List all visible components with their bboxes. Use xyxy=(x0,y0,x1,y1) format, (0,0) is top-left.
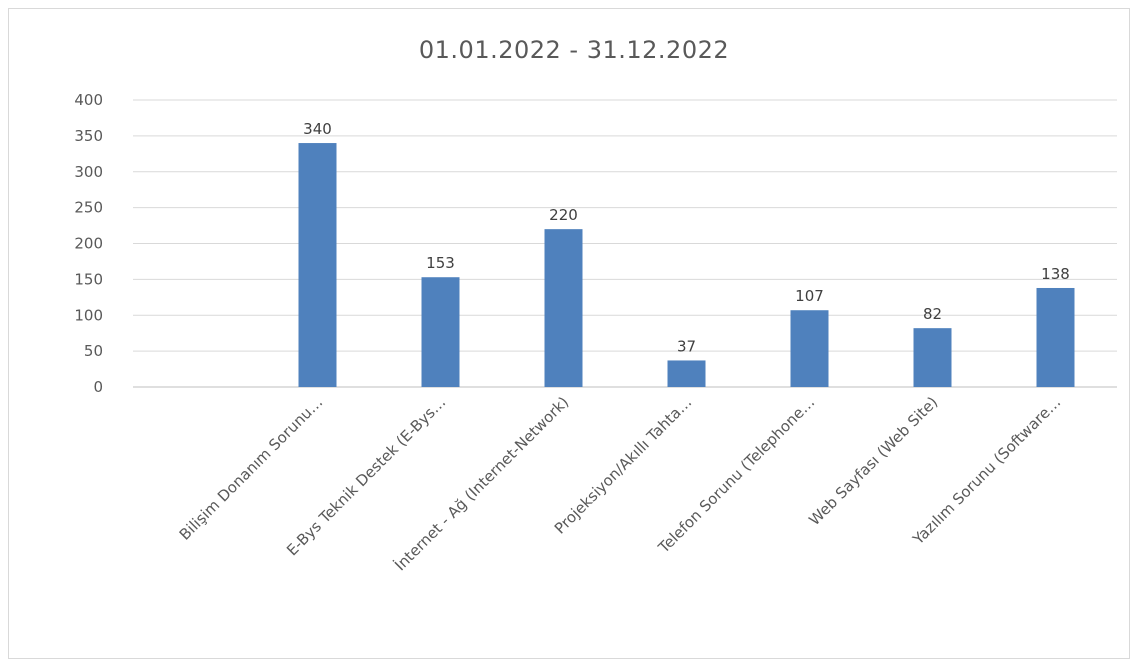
category-label: Yazılım Sorunu (Software… xyxy=(909,393,1065,549)
category-label: Projeksiyon/Akıllı Tahta… xyxy=(551,393,695,537)
data-label: 138 xyxy=(1041,265,1070,283)
bar xyxy=(298,143,337,387)
y-tick-label: 150 xyxy=(74,270,103,288)
y-tick-label: 250 xyxy=(74,199,103,217)
y-tick-label: 350 xyxy=(74,127,103,145)
data-label: 153 xyxy=(426,254,455,272)
gridlines xyxy=(133,99,1117,388)
x-axis-categories: Bilişim Donanım Sorunu…E-Bys Teknik Dest… xyxy=(176,392,1065,574)
y-tick-label: 400 xyxy=(74,91,103,109)
data-label: 82 xyxy=(923,305,942,323)
y-tick-label: 200 xyxy=(74,235,103,253)
y-axis-ticks: 0 50 100 150 200 250 300 350 400 xyxy=(74,91,103,396)
bar xyxy=(790,310,829,387)
data-label: 37 xyxy=(677,337,696,355)
bar xyxy=(421,277,460,387)
y-tick-label: 300 xyxy=(74,163,103,181)
data-label: 340 xyxy=(303,120,332,138)
category-label: Bilişim Donanım Sorunu… xyxy=(176,393,327,544)
category-label: Web Sayfası (Web Site) xyxy=(805,393,941,529)
data-labels: 340 153 220 37 107 82 138 xyxy=(303,120,1070,355)
bar xyxy=(913,328,952,387)
y-tick-label: 0 xyxy=(93,378,103,396)
y-tick-label: 50 xyxy=(84,342,103,360)
bar xyxy=(1036,287,1075,387)
bar xyxy=(544,229,583,387)
data-label: 107 xyxy=(795,287,824,305)
bar xyxy=(667,360,706,387)
data-label: 220 xyxy=(549,206,578,224)
bars xyxy=(298,143,1075,387)
y-tick-label: 100 xyxy=(74,306,103,324)
chart-title: 01.01.2022 - 31.12.2022 xyxy=(419,36,729,64)
